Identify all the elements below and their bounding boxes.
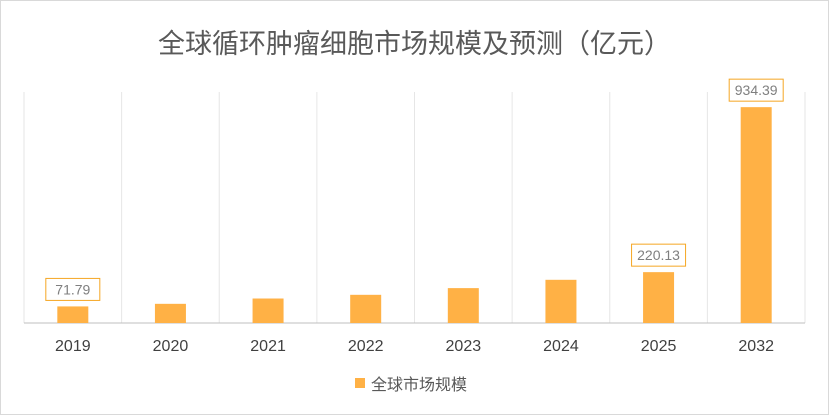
data-label: 934.39 bbox=[735, 82, 778, 98]
bar-2025 bbox=[643, 272, 675, 323]
x-tick-label: 2024 bbox=[543, 338, 579, 355]
bar-2023 bbox=[447, 288, 479, 323]
data-label-box bbox=[728, 78, 784, 102]
data-label: 71.79 bbox=[55, 281, 90, 297]
legend-swatch bbox=[355, 378, 365, 388]
chart-title: 全球循环肿瘤细胞市场规模及预测（亿元） bbox=[158, 29, 671, 60]
legend-label: 全球市场规模 bbox=[371, 375, 468, 394]
x-tick-label: 2019 bbox=[55, 338, 91, 355]
x-tick-label: 2021 bbox=[250, 338, 286, 355]
x-tick-label: 2025 bbox=[641, 338, 677, 355]
bar-2024 bbox=[545, 279, 577, 323]
bar-2020 bbox=[154, 303, 186, 323]
bar-2021 bbox=[252, 298, 284, 323]
data-label: 220.13 bbox=[637, 247, 680, 263]
x-tick-label: 2020 bbox=[153, 338, 189, 355]
bar-2019 bbox=[57, 306, 89, 323]
x-tick-label: 2032 bbox=[738, 338, 774, 355]
x-tick-label: 2023 bbox=[446, 338, 482, 355]
legend: 全球市场规模 bbox=[355, 372, 467, 394]
data-label-box bbox=[45, 277, 101, 301]
data-label-box bbox=[631, 243, 687, 267]
bar-2032 bbox=[740, 107, 772, 323]
bar-2022 bbox=[350, 294, 382, 323]
x-tick-label: 2022 bbox=[348, 338, 384, 355]
